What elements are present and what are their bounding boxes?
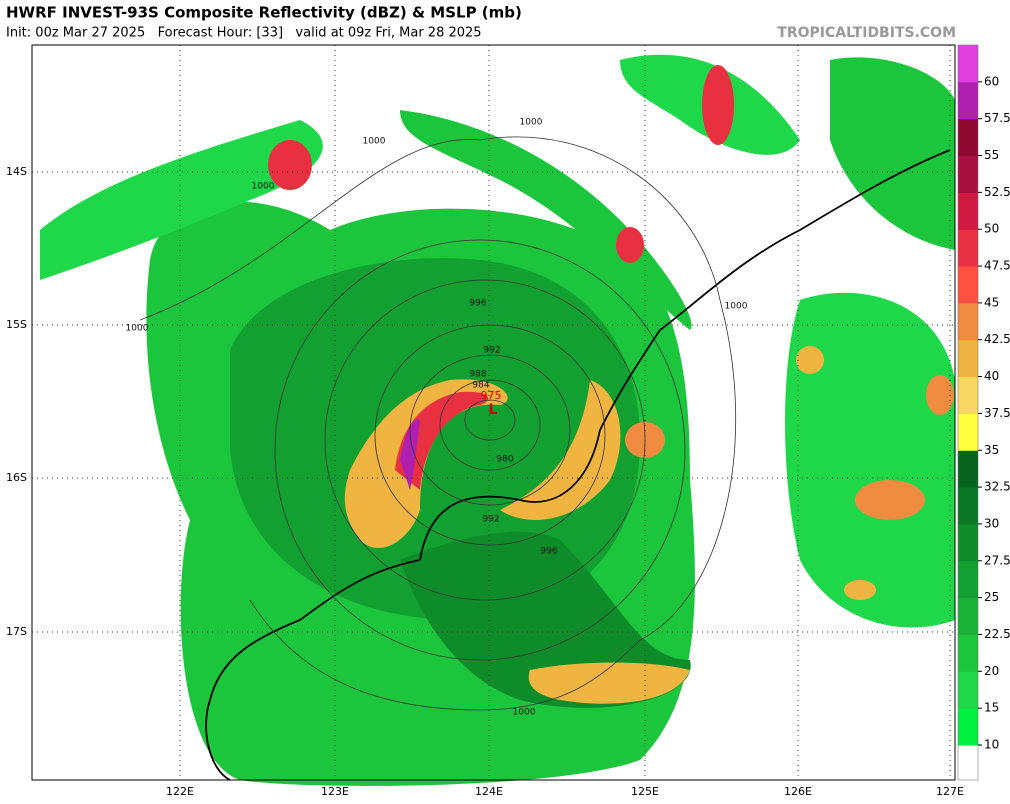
colorbar-label: 45 [984, 295, 999, 309]
cell [268, 140, 312, 190]
rain-band [830, 57, 955, 250]
lat-label: 15S [6, 318, 27, 331]
isobar-label: 996 [469, 299, 486, 309]
colorbar-bin [958, 376, 978, 414]
colorbar-bin [958, 413, 978, 451]
cell [796, 346, 824, 374]
colorbar-label: 47.5 [984, 259, 1010, 273]
lon-label: 127E [936, 785, 964, 798]
lon-label: 125E [631, 785, 659, 798]
isobar-label: 988 [469, 370, 486, 380]
colorbar-bin [958, 118, 978, 157]
colorbar-label: 27.5 [984, 553, 1010, 567]
colorbar-label: 35 [984, 443, 999, 457]
eyewall-core [395, 391, 489, 490]
colorbar-bin [958, 192, 978, 230]
lon-label: 122E [166, 785, 194, 798]
colorbar-label: 10 [984, 738, 999, 752]
colorbar-bin [958, 708, 978, 746]
isobar-label: 1000 [363, 137, 386, 147]
isobar-label: 1000 [126, 324, 149, 334]
colorbar-label: 50 [984, 222, 999, 236]
cell [855, 480, 925, 520]
rain-band [785, 292, 955, 628]
colorbar-label: 60 [984, 74, 999, 88]
colorbar-label: 15 [984, 701, 999, 715]
rain-band [40, 120, 323, 280]
rain-band-core [500, 380, 621, 520]
isobar-label: 992 [482, 515, 499, 525]
cell [702, 65, 734, 145]
cell [844, 580, 876, 600]
cell [616, 227, 644, 263]
isobar-label: 980 [496, 455, 513, 465]
isobar-label: 1000 [725, 302, 748, 312]
rain-band [400, 110, 692, 330]
colorbar-bin [958, 450, 978, 488]
map-frame [31, 44, 956, 781]
coastline [205, 149, 951, 781]
colorbar-label: 32.5 [984, 480, 1010, 494]
isobar-label: 1000 [252, 182, 275, 192]
colorbar-label: 42.5 [984, 332, 1010, 346]
colorbar-bin [958, 266, 978, 304]
colorbar-label: 22.5 [984, 627, 1010, 641]
colorbar-label: 30 [984, 516, 999, 530]
credit: TROPICALTIDBITS.COM [777, 25, 956, 41]
isobar-label: 992 [483, 346, 500, 356]
eyewall-max [400, 419, 420, 490]
colorbar-label: 40 [984, 369, 999, 383]
colorbar-label: 25 [984, 590, 999, 604]
colorbar: 10 15 20 22.5 25 27.5 30 32.5 35 37.5 40 42.5 45 47.5… [957, 44, 1010, 781]
lat-label: 16S [6, 471, 27, 484]
low-center: L [489, 402, 498, 418]
lon-label: 123E [321, 785, 349, 798]
cell [926, 375, 954, 415]
isobar-label: 984 [472, 381, 489, 391]
colorbar-bin [958, 339, 978, 378]
title: HWRF INVEST-93S Composite Reflectivity (… [6, 4, 522, 22]
colorbar-bin [958, 81, 978, 120]
isobar-label: 1000 [513, 708, 536, 718]
colorbar-bin [958, 671, 978, 709]
colorbar-label: 37.5 [984, 406, 1010, 420]
colorbar-bin [958, 523, 978, 562]
colorbar-label: 52.5 [984, 185, 1010, 199]
low-pressure-value: 975 [481, 389, 502, 402]
eyewall [344, 379, 508, 549]
colorbar-bin [958, 229, 978, 267]
subtitle: Init: 00z Mar 27 2025 Forecast Hour: [33… [6, 26, 482, 41]
isobar-label: 996 [540, 547, 557, 557]
lat-label: 14S [6, 165, 27, 178]
colorbar-bin [958, 487, 978, 525]
colorbar-bin [958, 634, 978, 672]
reflectivity-field [40, 54, 955, 786]
colorbar-label: 55 [984, 148, 999, 162]
colorbar-frame [957, 44, 979, 781]
lon-label: 126E [784, 785, 812, 798]
colorbar-label: 20 [984, 664, 999, 678]
colorbar-bin [958, 45, 978, 83]
isobar-label: 1000 [520, 118, 543, 128]
lat-label: 17S [6, 625, 27, 638]
lon-label: 124E [475, 785, 503, 798]
colorbar-bin [958, 302, 978, 341]
colorbar-bin [958, 155, 978, 193]
colorbar-bin [958, 560, 978, 599]
rain-band-core [528, 662, 690, 704]
colorbar-bin [958, 597, 978, 635]
colorbar-label: 57.5 [984, 111, 1010, 125]
